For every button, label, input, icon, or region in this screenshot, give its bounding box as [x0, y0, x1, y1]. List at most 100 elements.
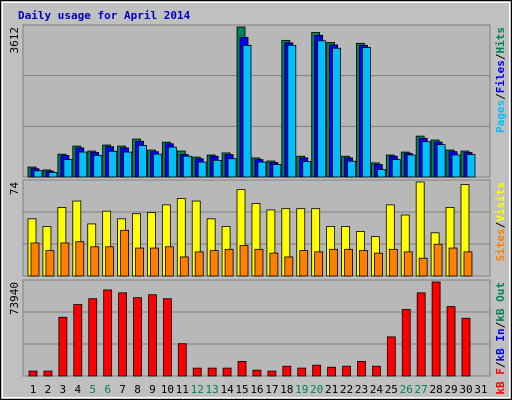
bar [60, 242, 70, 277]
x-tick-label: 13 [206, 383, 219, 396]
bar [252, 369, 262, 377]
bar [179, 256, 189, 277]
bar [403, 251, 413, 277]
x-tick-label: 5 [89, 383, 96, 396]
bar [48, 172, 58, 178]
bar [391, 159, 401, 178]
y-tick-label: 74 [8, 182, 21, 196]
bar [33, 170, 43, 178]
bar [373, 252, 383, 277]
bar [386, 336, 396, 377]
bar [401, 309, 411, 377]
bar [421, 141, 431, 178]
bar [272, 164, 282, 178]
x-tick-label: 9 [149, 383, 156, 396]
bar [317, 40, 327, 178]
bar [302, 161, 312, 178]
bar [431, 281, 441, 377]
bar [254, 248, 264, 277]
x-tick-label: 21 [325, 383, 338, 396]
bar [312, 364, 322, 377]
bar [118, 292, 127, 377]
x-tick-label: 3 [60, 383, 67, 396]
bar [314, 251, 324, 277]
bar [461, 317, 471, 377]
bar [239, 245, 249, 277]
bar [357, 360, 366, 377]
bar [133, 297, 142, 377]
bar [342, 365, 351, 377]
x-tick-label: 26 [400, 383, 413, 396]
x-tick-label: 11 [176, 383, 189, 396]
bar [78, 151, 88, 178]
legend-entry: Hits [494, 27, 507, 54]
bar [371, 365, 381, 377]
legend: Sites/Visits [494, 182, 507, 262]
bar [406, 154, 416, 178]
bar [376, 169, 386, 178]
bar [242, 44, 252, 178]
x-tick-label: 30 [459, 383, 472, 396]
legend-entry: kB F [494, 368, 507, 395]
bar [267, 370, 277, 377]
x-tick-label: 24 [370, 383, 384, 396]
bar [297, 367, 307, 377]
bar [212, 159, 222, 178]
panel [22, 24, 491, 178]
bar [436, 144, 446, 178]
bar [88, 298, 98, 377]
y-tick-label: 73940 [8, 282, 21, 315]
bar [448, 247, 458, 277]
bar [416, 292, 426, 377]
bar [433, 243, 443, 277]
x-tick-label: 31 [474, 383, 487, 396]
legend-entry: Visits [494, 182, 507, 222]
bar [209, 250, 219, 277]
bar [135, 247, 144, 277]
x-tick-label: 15 [235, 383, 248, 396]
x-tick-label: 27 [415, 383, 428, 396]
x-tick-label: 10 [161, 383, 174, 396]
bar [177, 343, 187, 377]
legend-entry: kB In [494, 328, 507, 361]
bar [237, 360, 247, 377]
bar [257, 161, 267, 178]
bar [153, 153, 162, 178]
legend-entry: Files [494, 60, 507, 93]
x-tick-label: 29 [444, 383, 457, 396]
x-tick-label: 19 [295, 383, 308, 396]
legend-separator: / [494, 361, 507, 368]
x-tick-label: 20 [310, 383, 323, 396]
bar [192, 367, 202, 377]
legend-entry: kB Out [494, 282, 507, 322]
chart-title: Daily usage for April 2014 [18, 9, 191, 22]
bar [194, 251, 204, 277]
bar [418, 257, 428, 277]
x-tick-label: 16 [250, 383, 263, 396]
bar [287, 44, 297, 178]
bar [75, 241, 85, 277]
bar [197, 161, 207, 178]
bar [463, 251, 473, 277]
x-tick-label: 12 [191, 383, 204, 396]
x-tick-label: 17 [265, 383, 278, 396]
x-tick-label: 28 [429, 383, 442, 396]
bar [347, 160, 356, 178]
bar [167, 146, 177, 178]
panel [22, 279, 491, 377]
bar [222, 367, 232, 377]
bar [451, 154, 461, 178]
x-tick-label: 8 [134, 383, 141, 396]
legend-entry: Pages [494, 100, 507, 133]
bar [45, 250, 55, 277]
bar [224, 248, 234, 277]
bar [162, 298, 172, 377]
bar [344, 248, 353, 277]
bar [58, 316, 68, 377]
x-tick-label: 7 [119, 383, 126, 396]
bar [466, 154, 476, 178]
x-tick-label: 6 [104, 383, 111, 396]
x-tick-label: 14 [220, 383, 234, 396]
